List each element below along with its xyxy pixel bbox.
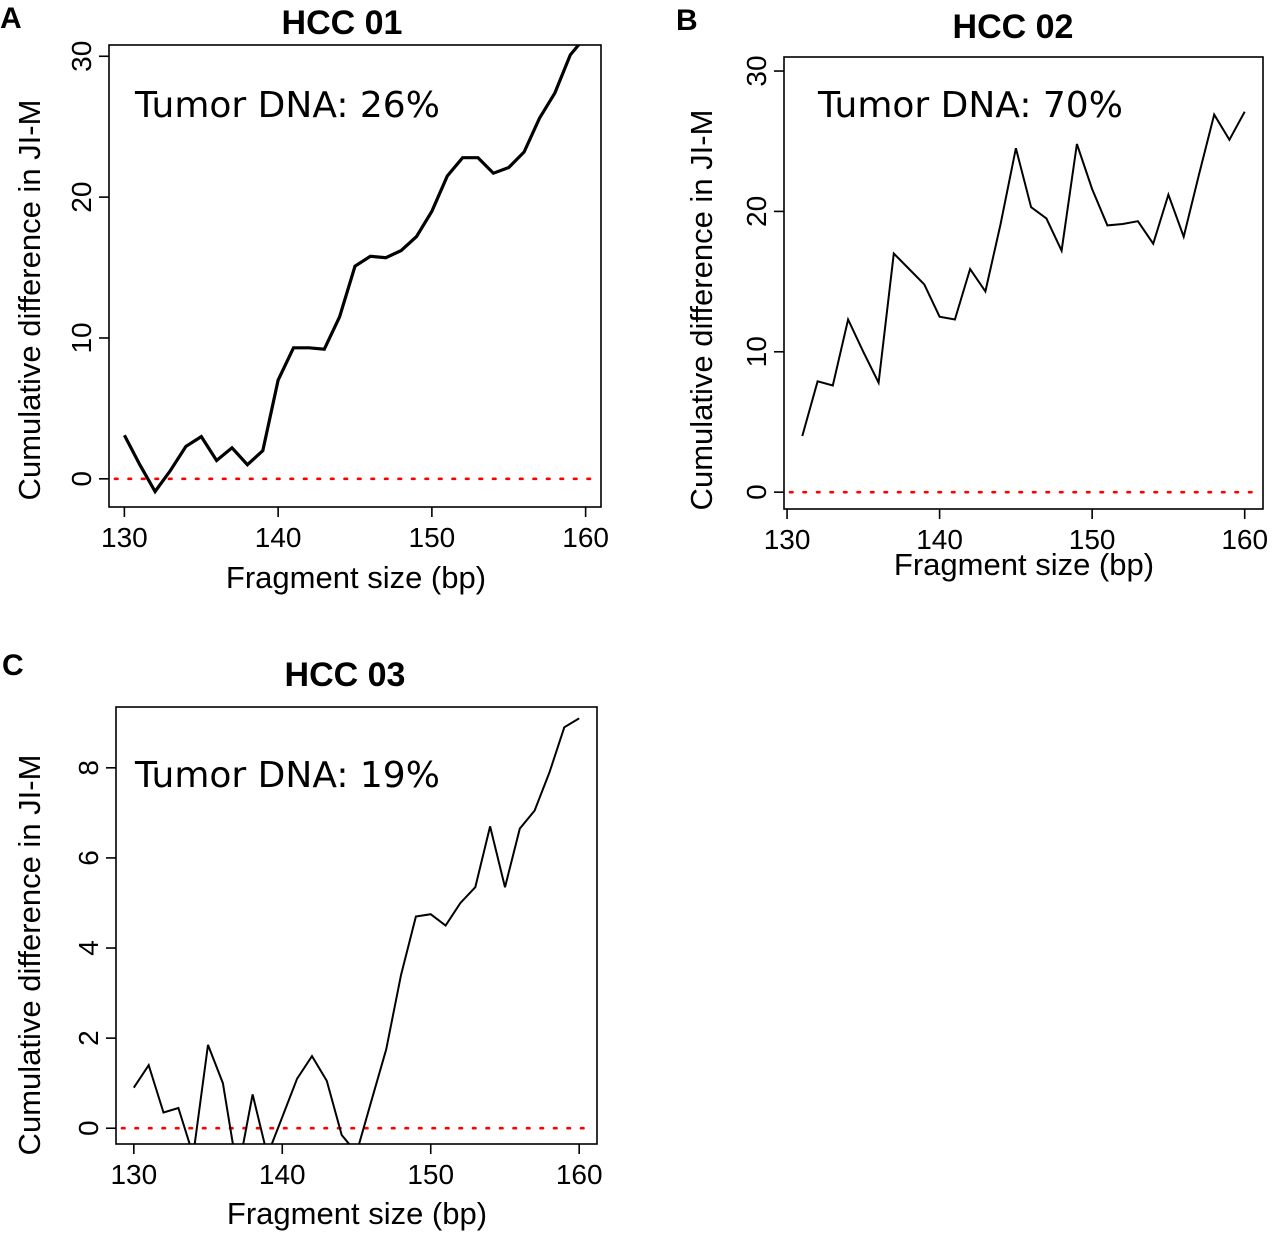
x-tick-label: 140 — [916, 524, 963, 555]
x-tick-label: 160 — [562, 522, 609, 553]
chart-panel-a: A HCC 01 Cumulative difference in JI-M F… — [0, 2, 609, 595]
x-tick-label: 160 — [556, 1159, 603, 1190]
tumor-dna-annotation: Tumor DNA: 19% — [134, 755, 440, 796]
x-tick-label: 150 — [407, 1159, 454, 1190]
y-tick-label: 30 — [66, 41, 97, 72]
y-tick-label: 20 — [741, 196, 772, 227]
series-group — [132, 717, 580, 1144]
y-tick-label: 10 — [741, 336, 772, 367]
panel-letter: A — [0, 2, 22, 35]
y-tick-label: 8 — [73, 760, 104, 776]
plot-area: 130 140 150 160 0 10 20 30 — [741, 55, 1268, 555]
plot-area: 130 140 150 160 0 10 20 30 — [66, 41, 609, 553]
series-line — [122, 45, 581, 495]
y-tick-label: 0 — [73, 1120, 104, 1136]
y-tick-label: 20 — [66, 182, 97, 213]
x-tick-label: 130 — [764, 524, 811, 555]
y-tick-label: 0 — [741, 484, 772, 500]
y-tick-label: 30 — [741, 55, 772, 86]
chart-panel-b: B HCC 02 Cumulative difference in JI-M F… — [676, 4, 1268, 582]
series-line — [132, 717, 580, 1144]
y-axis-label: Cumulative difference in JI-M — [12, 755, 47, 1156]
x-tick-label: 140 — [255, 522, 302, 553]
y-tick-label: 2 — [73, 1030, 104, 1046]
series-group — [122, 45, 581, 495]
panel-letter: C — [2, 649, 24, 682]
x-axis-label: Fragment size (bp) — [227, 1196, 487, 1231]
y-axis-label: Cumulative difference in JI-M — [684, 110, 719, 511]
x-tick-label: 140 — [259, 1159, 306, 1190]
chart-panel-c: C HCC 03 Cumulative difference in JI-M F… — [2, 649, 603, 1231]
y-tick-label: 10 — [66, 322, 97, 353]
y-tick-label: 4 — [73, 940, 104, 956]
chart-title: HCC 03 — [285, 656, 406, 694]
series-group — [801, 111, 1246, 437]
tumor-dna-annotation: Tumor DNA: 70% — [817, 85, 1123, 126]
y-tick-label: 0 — [66, 471, 97, 487]
chart-title: HCC 02 — [953, 8, 1074, 46]
x-tick-label: 160 — [1221, 524, 1268, 555]
plot-frame — [783, 56, 1264, 510]
x-tick-label: 130 — [101, 522, 148, 553]
x-axis-label: Fragment size (bp) — [894, 547, 1154, 582]
tumor-dna-annotation: Tumor DNA: 26% — [134, 85, 440, 126]
panel-letter: B — [676, 4, 698, 37]
x-tick-label: 130 — [110, 1159, 157, 1190]
x-tick-label: 150 — [409, 522, 456, 553]
plot-area: 130 140 150 160 0 2 4 6 8 — [73, 706, 603, 1190]
series-line — [801, 111, 1246, 437]
chart-title: HCC 01 — [282, 4, 403, 42]
x-tick-label: 150 — [1069, 524, 1116, 555]
plot-frame — [115, 706, 598, 1145]
x-axis-label: Fragment size (bp) — [226, 560, 486, 595]
y-axis-label: Cumulative difference in JI-M — [12, 100, 47, 501]
y-tick-label: 6 — [73, 850, 104, 866]
plot-frame — [108, 44, 602, 508]
